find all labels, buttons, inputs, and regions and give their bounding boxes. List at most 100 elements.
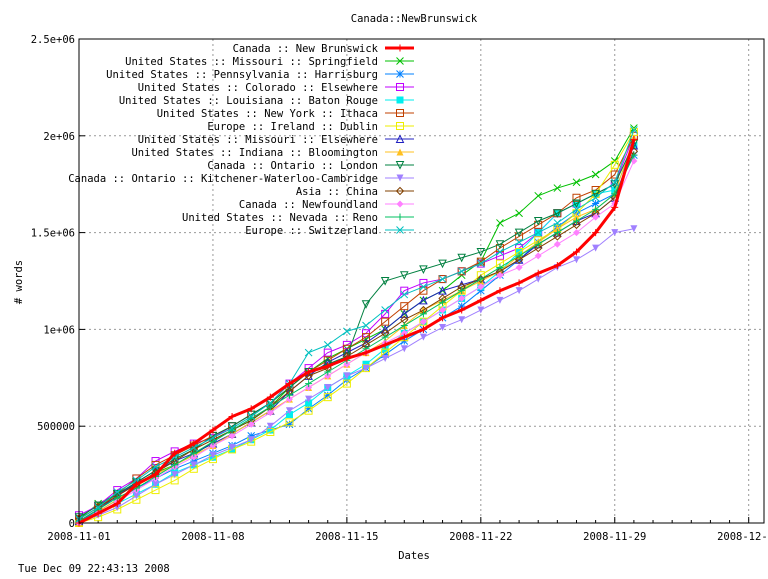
legend-label: United States :: Missouri :: Springfield: [125, 56, 378, 68]
data-point: [285, 418, 294, 427]
data-point: [113, 500, 121, 508]
chart-title: Canada::NewBrunswick: [351, 13, 478, 25]
data-point: [304, 348, 313, 357]
data-point: [591, 189, 600, 199]
data-point: [477, 275, 485, 283]
legend-label: Europe :: Ireland :: Dublin: [207, 121, 378, 133]
data-point: [515, 209, 523, 218]
data-point: [362, 321, 370, 330]
legend-label: United States :: Missouri :: Elsewhere: [138, 134, 378, 146]
data-point: [190, 453, 198, 461]
data-point: [362, 349, 370, 357]
data-point: [534, 252, 542, 260]
legend-label: Europe :: Switzerland: [245, 225, 378, 237]
data-point: [457, 253, 466, 263]
data-point: [228, 424, 236, 432]
data-point: [458, 316, 466, 324]
data-point: [399, 309, 409, 318]
data-point: [304, 406, 313, 415]
data-point: [572, 213, 580, 221]
y-axis-label: # words: [13, 260, 25, 304]
data-point: [94, 503, 102, 512]
data-point: [305, 383, 313, 391]
data-point: [496, 219, 504, 227]
data-point: [611, 186, 619, 194]
data-point: [190, 461, 198, 469]
data-point: [438, 275, 447, 284]
data-point: [572, 220, 581, 230]
legend-label: United States :: New York :: Ithaca: [157, 108, 378, 120]
series-canada-new-brunswick: [75, 136, 638, 527]
plot-border: [78, 38, 765, 524]
data-point: [132, 492, 140, 500]
data-point: [247, 420, 255, 428]
data-point: [305, 399, 313, 407]
legend-label: United States :: Louisiana :: Baton Roug…: [119, 95, 378, 107]
data-point: [247, 412, 256, 421]
data-point: [534, 243, 543, 253]
data-point: [381, 341, 389, 349]
x-tick-label: 2008-11-22: [449, 531, 512, 543]
data-point: [380, 277, 390, 286]
data-point: [209, 438, 217, 446]
data-point: [439, 306, 447, 314]
data-point: [572, 199, 581, 209]
data-point: [362, 333, 371, 342]
data-point: [458, 306, 466, 314]
legend-label: United States :: Colorado :: Elsewhere: [138, 82, 378, 94]
data-point: [591, 170, 600, 179]
data-point: [496, 271, 504, 279]
data-point: [514, 228, 524, 238]
data-point: [342, 379, 351, 388]
legend-marker: [395, 161, 405, 170]
data-point: [266, 403, 274, 411]
data-point: [190, 440, 198, 448]
data-point: [381, 350, 389, 359]
data-point: [515, 252, 523, 260]
y-tick-label: 500000: [37, 421, 75, 433]
data-point: [266, 393, 274, 401]
data-point: [209, 451, 217, 459]
data-point: [209, 426, 217, 434]
x-tick-label: 2008-11-01: [47, 531, 110, 543]
data-point: [266, 399, 275, 407]
data-point: [324, 362, 332, 370]
data-point: [323, 391, 332, 400]
data-point: [381, 333, 389, 341]
data-point: [266, 422, 274, 430]
data-point: [323, 341, 332, 349]
y-tick-label: 1e+06: [43, 324, 75, 336]
data-point: [553, 209, 562, 218]
data-point: [572, 248, 580, 256]
data-point: [515, 263, 523, 271]
data-point: [419, 295, 428, 305]
data-point: [400, 333, 408, 341]
data-point: [438, 286, 447, 295]
data-point: [553, 219, 562, 227]
data-point: [171, 471, 179, 479]
series-line: [78, 151, 635, 520]
data-point: [190, 449, 198, 457]
data-point: [591, 199, 600, 208]
data-point: [610, 170, 619, 179]
data-point: [152, 480, 160, 488]
legend-label: Canada :: Ontario :: London: [207, 160, 378, 172]
data-point: [209, 433, 217, 442]
legend-label: United States :: Pennsylvania :: Harrisb…: [106, 69, 378, 81]
data-point: [362, 364, 370, 372]
legend-marker: [395, 134, 405, 143]
data-point: [439, 314, 447, 322]
legend-marker: [396, 57, 404, 65]
legend-marker: [396, 226, 404, 234]
data-point: [572, 256, 580, 264]
data-point: [495, 240, 505, 249]
data-point: [515, 279, 523, 287]
data-point: [515, 287, 523, 295]
data-point: [476, 247, 486, 257]
data-point: [189, 457, 198, 465]
data-point: [152, 471, 160, 479]
data-point: [515, 238, 523, 247]
data-point: [266, 426, 274, 434]
